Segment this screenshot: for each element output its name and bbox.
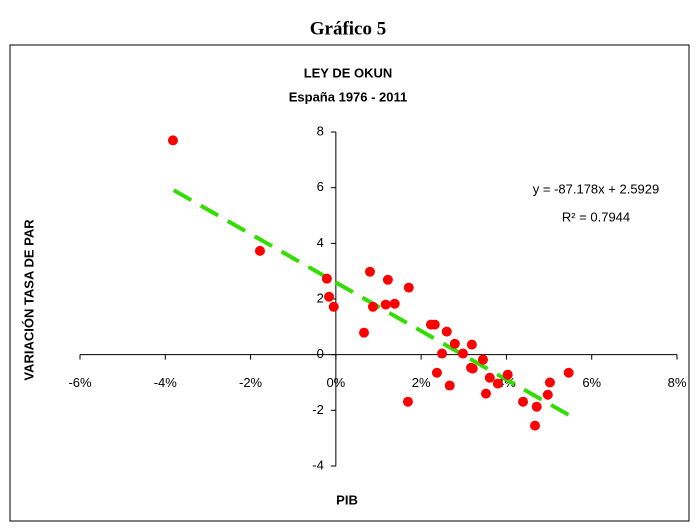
point	[382, 274, 393, 285]
point	[457, 348, 468, 359]
point	[167, 135, 178, 146]
x-tick-label: 8%	[668, 375, 687, 390]
point	[431, 367, 442, 378]
point	[441, 326, 452, 337]
point	[254, 245, 265, 256]
y-tick-label: 6	[317, 179, 324, 194]
point	[449, 338, 460, 349]
x-tick-label: -4%	[154, 375, 178, 390]
point	[403, 282, 414, 293]
point	[437, 348, 448, 359]
y-tick-label: 2	[317, 290, 324, 305]
chart-title: LEY DE OKUN	[304, 65, 393, 80]
point	[367, 301, 378, 312]
point	[359, 327, 370, 338]
point	[480, 388, 491, 399]
y-tick-label: 4	[317, 235, 324, 250]
point	[531, 401, 542, 412]
point	[544, 377, 555, 388]
point	[518, 396, 529, 407]
point	[324, 291, 335, 302]
point	[529, 420, 540, 431]
point	[492, 378, 503, 389]
trend-equation: y = -87.178x + 2.5929	[533, 181, 659, 196]
point	[466, 339, 477, 350]
page-title: Gráfico 5	[310, 18, 387, 39]
point	[563, 367, 574, 378]
y-tick-label: 0	[317, 346, 324, 361]
x-tick-label: 6%	[582, 375, 601, 390]
point	[477, 354, 488, 365]
x-axis-label: PIB	[336, 492, 358, 507]
trend-r2: R² = 0.7944	[562, 209, 630, 224]
point	[402, 396, 413, 407]
point	[321, 273, 332, 284]
point	[389, 298, 400, 309]
point	[364, 266, 375, 277]
point	[429, 319, 440, 330]
point	[380, 299, 391, 310]
y-tick-label: -2	[312, 402, 324, 417]
point	[502, 369, 513, 380]
point	[467, 363, 478, 374]
point	[444, 380, 455, 391]
point	[484, 372, 495, 383]
x-tick-label: -6%	[68, 375, 92, 390]
x-tick-label: -2%	[239, 375, 263, 390]
point	[328, 301, 339, 312]
y-axis-label: VARIACIÓN TASA DE PAR	[21, 219, 36, 381]
x-tick-label: 0%	[326, 375, 345, 390]
y-tick-label: 8	[317, 123, 324, 138]
point	[542, 389, 553, 400]
y-tick-label: -4	[312, 457, 324, 472]
chart-subtitle: España 1976 - 2011	[289, 89, 408, 104]
x-tick-label: 2%	[412, 375, 431, 390]
chart-frame	[9, 44, 690, 522]
